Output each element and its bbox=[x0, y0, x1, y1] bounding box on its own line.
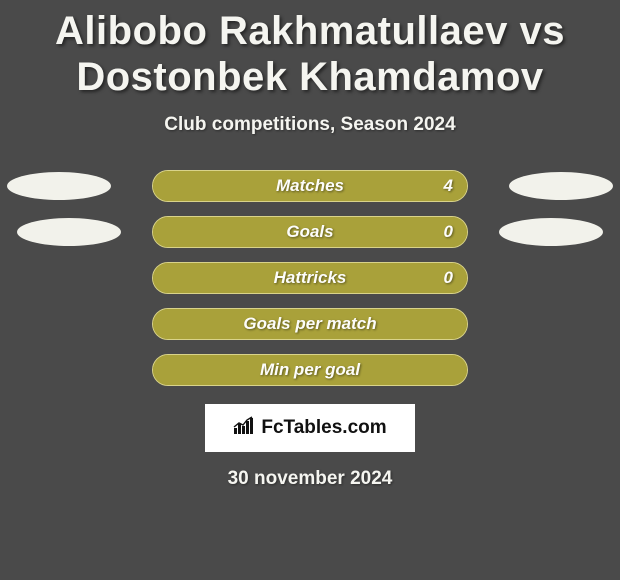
stat-row: Goals per match bbox=[0, 308, 620, 340]
stat-bar: Matches 4 bbox=[152, 170, 468, 202]
stat-value: 0 bbox=[444, 222, 453, 242]
right-ellipse bbox=[509, 172, 613, 200]
stat-bar: Min per goal bbox=[152, 354, 468, 386]
date-text: 30 november 2024 bbox=[0, 468, 620, 490]
subtitle: Club competitions, Season 2024 bbox=[0, 114, 620, 136]
stat-bar: Hattricks 0 bbox=[152, 262, 468, 294]
stat-label: Goals per match bbox=[243, 314, 376, 334]
stat-value: 0 bbox=[444, 268, 453, 288]
logo-text: FcTables.com bbox=[261, 417, 386, 439]
logo-box: FcTables.com bbox=[205, 404, 415, 452]
stats-rows: Matches 4 Goals 0 Hattricks 0 Goals per match M… bbox=[0, 170, 620, 386]
left-ellipse bbox=[17, 218, 121, 246]
stat-row: Min per goal bbox=[0, 354, 620, 386]
stat-value: 4 bbox=[444, 176, 453, 196]
stat-row: Hattricks 0 bbox=[0, 262, 620, 294]
stat-bar: Goals per match bbox=[152, 308, 468, 340]
stat-row: Matches 4 bbox=[0, 170, 620, 202]
stat-bar: Goals 0 bbox=[152, 216, 468, 248]
right-ellipse bbox=[499, 218, 603, 246]
left-ellipse bbox=[7, 172, 111, 200]
stat-row: Goals 0 bbox=[0, 216, 620, 248]
stat-label: Goals bbox=[286, 222, 333, 242]
bar-chart-icon bbox=[233, 416, 255, 441]
stat-label: Min per goal bbox=[260, 360, 360, 380]
stat-label: Matches bbox=[276, 176, 344, 196]
comparison-title: Alibobo Rakhmatullaev vs Dostonbek Khamd… bbox=[0, 0, 620, 100]
stat-label: Hattricks bbox=[274, 268, 347, 288]
